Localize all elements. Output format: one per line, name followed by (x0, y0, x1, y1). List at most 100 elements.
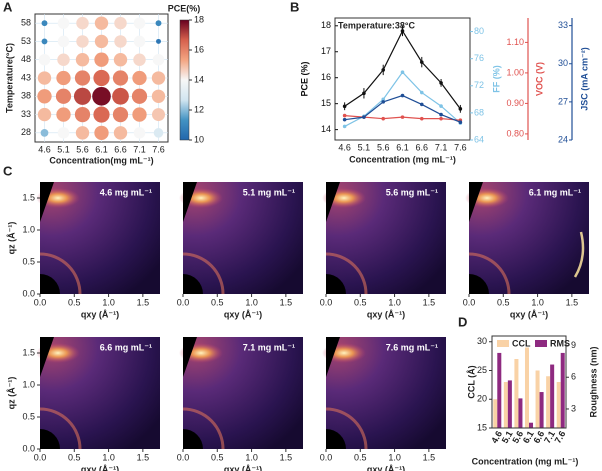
image-title: 4.6 mg mL⁻¹ (100, 187, 152, 197)
bubble (113, 53, 128, 67)
axis-title: VOC (V) (534, 62, 544, 96)
streak (573, 231, 585, 278)
y-tick-label: 0.0 (22, 288, 35, 298)
data-point (342, 124, 347, 129)
scattering-arc (182, 252, 225, 295)
bubble (132, 107, 147, 122)
x-tick-label: 6.1 (396, 142, 409, 152)
bar (507, 380, 512, 428)
x-tick-label: 7.6 (454, 142, 467, 152)
bubble (57, 17, 70, 29)
y-tick-label: 0.80 (506, 128, 524, 138)
bubble (75, 126, 90, 140)
image-title: 5.6 mg mL⁻¹ (386, 187, 438, 197)
x-tick-label: 1.5 (137, 452, 150, 462)
x-axis-title: qxy (Å⁻¹) (81, 309, 119, 319)
bubble (151, 71, 166, 85)
data-point (342, 113, 347, 118)
bubble (57, 35, 70, 48)
bar (560, 352, 565, 428)
x-tick-label: 0.5 (354, 297, 367, 307)
y-tick-label: 1.00 (506, 67, 524, 77)
detector-edge (326, 182, 340, 222)
y-tick-label: 14 (321, 124, 331, 134)
scattering-arc (182, 407, 225, 450)
giwaxs-image (179, 337, 303, 450)
x-tick-label: 1.0 (102, 452, 115, 462)
bar (503, 382, 508, 428)
shadow-region (183, 429, 203, 449)
y-tick-label: 24 (558, 134, 568, 144)
x-tick-label: 1.0 (245, 452, 258, 462)
detector-edge (40, 182, 54, 222)
bubble (40, 128, 49, 137)
y-tick-label: 1.5 (22, 192, 35, 202)
data-point (381, 68, 386, 72)
x-tick-label: 1.5 (423, 452, 436, 462)
data-point (439, 81, 443, 85)
x-axis-title: qxy (Å⁻¹) (367, 464, 405, 471)
x-tick-label: 1.0 (531, 297, 544, 307)
bubble (94, 16, 109, 30)
bubble (112, 106, 129, 123)
scattering-arc (39, 252, 82, 295)
x-tick-label: 1.5 (280, 297, 293, 307)
x-tick-label: 6.1 (95, 144, 108, 154)
bar (550, 364, 555, 428)
shadow-region (40, 274, 60, 294)
x-tick-label: 0.0 (320, 452, 333, 462)
y-tick-label: 72 (474, 80, 484, 90)
bar (539, 392, 544, 428)
bubble (94, 125, 109, 141)
detector-edge (183, 182, 197, 222)
scattering-arc (325, 407, 368, 450)
x-tick-label: 1.5 (137, 297, 150, 307)
plot-frame (334, 17, 471, 141)
bubble (112, 70, 129, 86)
bubble (92, 86, 111, 106)
x-tick-label: 1.0 (245, 297, 258, 307)
y-tick-label: 15 (321, 98, 331, 108)
y-tick-label: 17 (321, 46, 331, 56)
scattering-arc (325, 252, 368, 295)
data-point (458, 120, 463, 125)
x-tick-label: 5.1 (57, 144, 70, 154)
data-point (400, 29, 405, 33)
bubble (74, 106, 91, 123)
x-tick-label: 0.5 (68, 452, 81, 462)
data-point (381, 116, 386, 121)
y-tick-label: 64 (474, 134, 484, 144)
colorbar-tick-label: 16 (194, 44, 204, 54)
y-tick-label: 27 (558, 96, 568, 106)
y-tick-label: 15 (477, 422, 487, 432)
bar (556, 382, 561, 428)
x-tick-label: 0.5 (211, 297, 224, 307)
bubble (73, 87, 92, 105)
data-point (362, 115, 366, 119)
panel-letter: B (290, 0, 299, 14)
x-tick-label: 1.0 (388, 452, 401, 462)
bubble (93, 69, 110, 87)
y-tick-label: 9 (571, 340, 576, 350)
detector-edge (469, 182, 483, 222)
bubble (37, 71, 52, 85)
x-axis-title: Concentration (mg mL⁻¹) (349, 154, 456, 164)
y-axis-title: qz (Å⁻¹) (6, 222, 16, 255)
bubble (156, 38, 161, 44)
bubble (114, 35, 127, 48)
giwaxs-image (179, 182, 303, 295)
y-tick-label: 53 (21, 36, 31, 46)
image-title: 5.1 mg mL⁻¹ (243, 187, 295, 197)
y-tick-label: 16 (321, 72, 331, 82)
bubble (155, 20, 162, 27)
colorbar-tick-label: 18 (194, 14, 204, 24)
detector-edge (40, 337, 54, 377)
giwaxs-image (36, 182, 160, 295)
bubble (152, 53, 165, 66)
y-tick-label: 28 (21, 127, 31, 137)
x-tick-label: 0.5 (211, 452, 224, 462)
x-axis-title: Concentration(mg mL⁻¹) (49, 155, 153, 165)
giwaxs-image (465, 182, 589, 295)
data-point (439, 116, 443, 121)
